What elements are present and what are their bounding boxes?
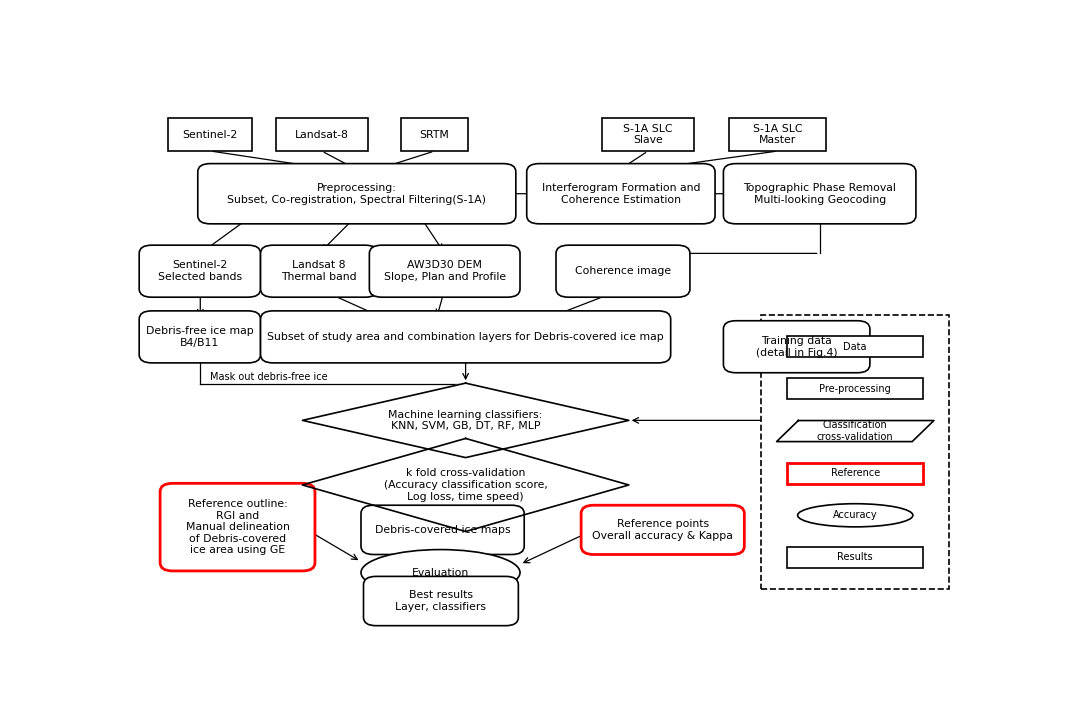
- FancyBboxPatch shape: [160, 483, 315, 571]
- Ellipse shape: [798, 503, 913, 527]
- Text: Topographic Phase Removal
Multi-looking Geocoding: Topographic Phase Removal Multi-looking …: [743, 183, 896, 205]
- FancyBboxPatch shape: [260, 245, 378, 297]
- Polygon shape: [302, 383, 629, 458]
- FancyBboxPatch shape: [787, 547, 923, 568]
- Text: Machine learning classifiers:
KNN, SVM, GB, DT, RF, MLP: Machine learning classifiers: KNN, SVM, …: [389, 410, 543, 431]
- FancyBboxPatch shape: [275, 118, 367, 151]
- FancyBboxPatch shape: [556, 245, 690, 297]
- Text: Sentinel-2
Selected bands: Sentinel-2 Selected bands: [158, 260, 242, 282]
- Text: Preprocessing:
Subset, Co-registration, Spectral Filtering(S-1A): Preprocessing: Subset, Co-registration, …: [227, 183, 486, 205]
- FancyBboxPatch shape: [139, 245, 260, 297]
- Text: Landsat-8: Landsat-8: [295, 129, 349, 139]
- FancyBboxPatch shape: [724, 321, 869, 373]
- Text: Coherence image: Coherence image: [575, 266, 671, 276]
- FancyBboxPatch shape: [787, 336, 923, 358]
- Ellipse shape: [361, 550, 521, 596]
- Polygon shape: [302, 439, 629, 532]
- Text: Mask out debris-free ice: Mask out debris-free ice: [211, 373, 328, 383]
- FancyBboxPatch shape: [260, 311, 671, 363]
- Text: Pre-processing: Pre-processing: [820, 384, 891, 394]
- FancyBboxPatch shape: [787, 378, 923, 400]
- Text: Classification
cross-validation: Classification cross-validation: [816, 420, 893, 442]
- Text: Reference: Reference: [831, 468, 880, 479]
- Text: Landsat 8
Thermal band: Landsat 8 Thermal band: [281, 260, 357, 282]
- Text: Training data
(detail in Fig.4): Training data (detail in Fig.4): [756, 336, 837, 358]
- Text: Best results
Layer, classifiers: Best results Layer, classifiers: [395, 590, 486, 612]
- Text: Reference points
Overall accuracy & Kappa: Reference points Overall accuracy & Kapp…: [592, 519, 733, 540]
- FancyBboxPatch shape: [724, 164, 916, 224]
- Polygon shape: [777, 420, 934, 442]
- FancyBboxPatch shape: [364, 577, 518, 626]
- Text: AW3D30 DEM
Slope, Plan and Profile: AW3D30 DEM Slope, Plan and Profile: [383, 260, 505, 282]
- Text: Evaluation: Evaluation: [411, 567, 469, 577]
- Text: k fold cross-validation
(Accuracy classification score,
Log loss, time speed): k fold cross-validation (Accuracy classi…: [383, 469, 548, 501]
- FancyBboxPatch shape: [527, 164, 715, 224]
- Text: Sentinel-2: Sentinel-2: [183, 129, 238, 139]
- Text: S-1A SLC
Master: S-1A SLC Master: [753, 124, 802, 145]
- Text: Accuracy: Accuracy: [833, 510, 878, 520]
- FancyBboxPatch shape: [198, 164, 516, 224]
- FancyBboxPatch shape: [361, 506, 524, 555]
- Text: Subset of study area and combination layers for Debris-covered ice map: Subset of study area and combination lay…: [267, 332, 664, 342]
- FancyBboxPatch shape: [761, 315, 949, 589]
- FancyBboxPatch shape: [401, 118, 468, 151]
- FancyBboxPatch shape: [168, 118, 253, 151]
- FancyBboxPatch shape: [369, 245, 521, 297]
- Text: Debris-covered ice maps: Debris-covered ice maps: [375, 525, 511, 535]
- Text: S-1A SLC
Slave: S-1A SLC Slave: [623, 124, 673, 145]
- FancyBboxPatch shape: [602, 118, 694, 151]
- Text: Data: Data: [843, 342, 867, 352]
- FancyBboxPatch shape: [787, 463, 923, 483]
- Text: Debris-free ice map
B4/B11: Debris-free ice map B4/B11: [146, 326, 254, 348]
- Text: Interferogram Formation and
Coherence Estimation: Interferogram Formation and Coherence Es…: [542, 183, 700, 205]
- FancyBboxPatch shape: [729, 118, 825, 151]
- FancyBboxPatch shape: [139, 311, 260, 363]
- FancyBboxPatch shape: [581, 506, 744, 555]
- Text: Results: Results: [837, 552, 873, 562]
- Text: Reference outline:
RGI and
Manual delineation
of Debris-covered
ice area using G: Reference outline: RGI and Manual deline…: [186, 499, 289, 555]
- Text: SRTM: SRTM: [420, 129, 449, 139]
